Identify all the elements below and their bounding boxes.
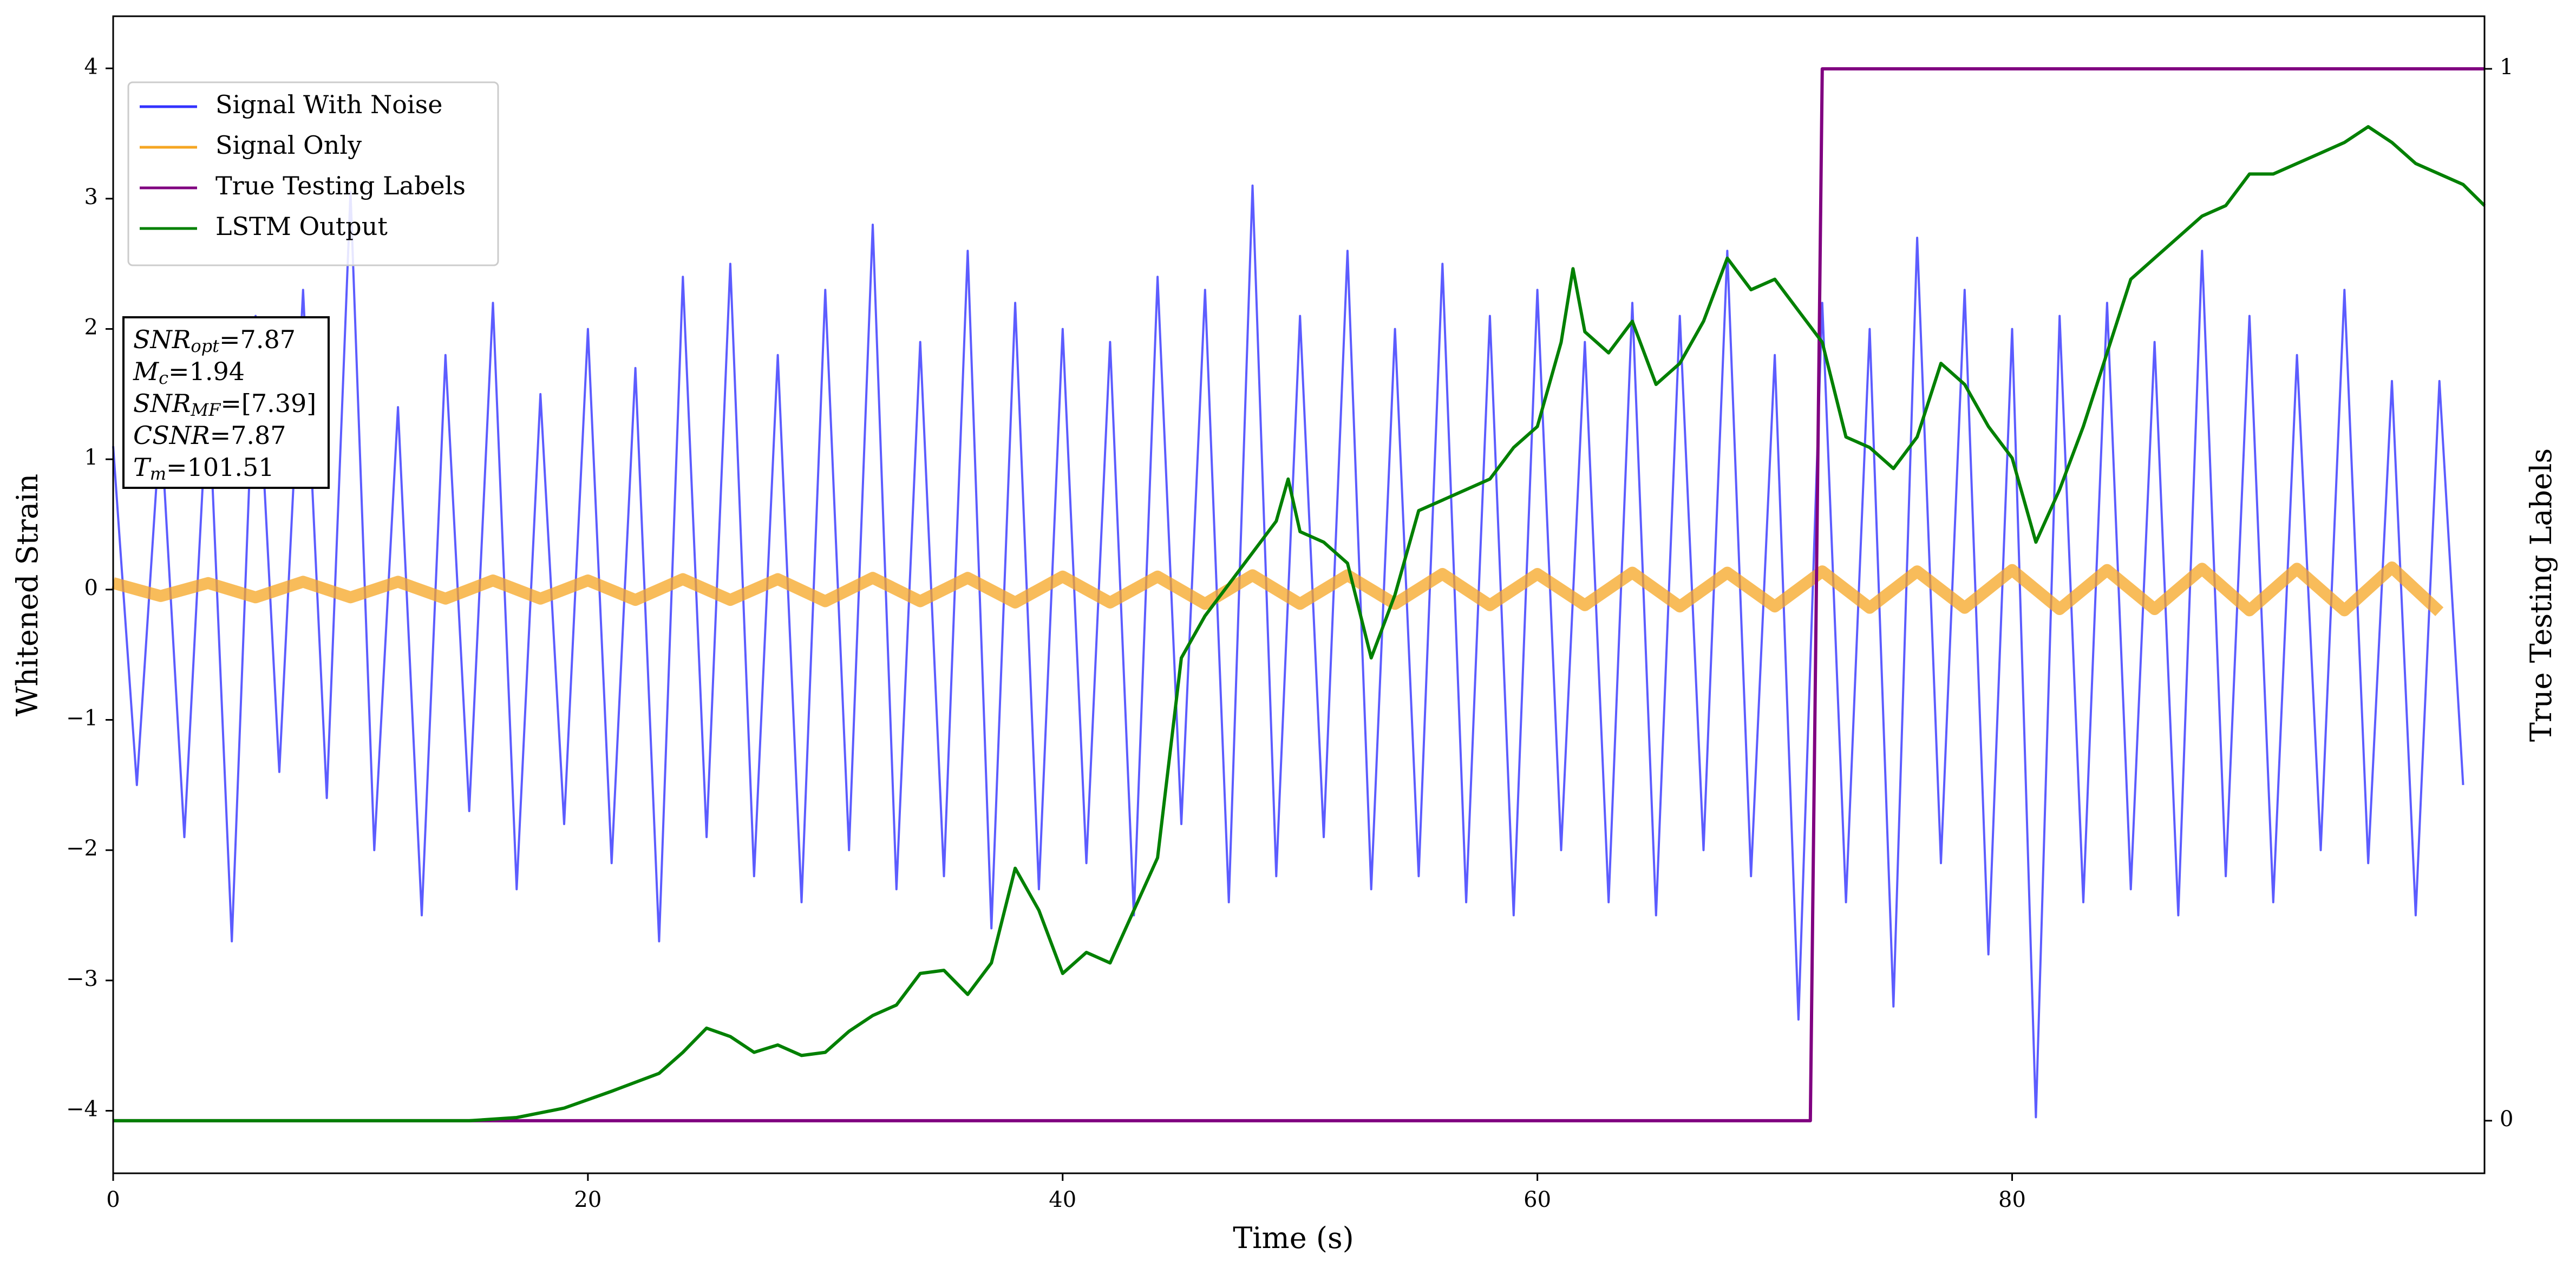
annotation-box (122, 316, 330, 489)
x-tick-label: 40 (1049, 1187, 1076, 1212)
annotation-subscript: c (159, 368, 168, 388)
annotation: SNRopt=7.87Mc=1.94SNRMF=[7.39]CSNR=7.87T… (122, 316, 330, 489)
annotation-value: =1.94 (168, 357, 245, 386)
annotation-text: SNRopt=7.87 (133, 325, 296, 356)
annotation-text: SNRMF=[7.39] (133, 389, 316, 420)
annotation-subscript: opt (191, 336, 219, 356)
x-tick-label: 60 (1524, 1187, 1551, 1212)
annotation-subscript: m (150, 463, 166, 484)
legend-label: Signal Only (215, 130, 362, 160)
data-line (113, 67, 2485, 1122)
y-axis-label: Whitened Strain (10, 474, 44, 716)
y2-tick-label: 1 (2500, 55, 2513, 80)
x-tick-label: 0 (106, 1187, 120, 1212)
y-tick-label: −2 (66, 836, 98, 861)
x-tick-label: 80 (1998, 1187, 2026, 1212)
x-tick-label: 20 (574, 1187, 601, 1212)
x-axis-label: Time (s) (1233, 1221, 1354, 1255)
y-tick-label: 2 (84, 315, 98, 340)
legend-label: True Testing Labels (215, 171, 466, 200)
plot-frame (112, 15, 2486, 1174)
y-tick-label: −3 (66, 966, 98, 991)
annotation-symbol: SNR (133, 325, 191, 354)
y-tick-label: −1 (66, 706, 98, 731)
annotation-text: Tm=101.51 (133, 453, 274, 484)
legend-box (127, 81, 499, 266)
y-tick-label: 1 (84, 445, 98, 470)
annotation-value: =7.87 (219, 325, 296, 354)
y2-tick-label: 0 (2500, 1107, 2513, 1132)
annotation-value: =101.51 (166, 453, 274, 482)
data-line (112, 184, 2464, 1119)
annotation-symbol: CSNR (133, 421, 210, 450)
annotation-text: Mc=1.94 (133, 357, 245, 388)
annotation-symbol: T (133, 453, 152, 482)
annotation-value: =7.87 (210, 421, 286, 450)
y-tick-label: 3 (84, 185, 98, 210)
y2-axis-label: True Testing Labels (2524, 448, 2558, 742)
annotation-text: CSNR=7.87 (133, 421, 286, 450)
data-line (112, 561, 2444, 617)
y-tick-label: 0 (84, 576, 98, 600)
legend: Signal With Noise Signal Only True Testing… (127, 81, 499, 266)
legend-label: LSTM Output (215, 212, 388, 241)
y-tick-label: 4 (84, 54, 98, 79)
data-line (113, 125, 2486, 1122)
annotation-value: =[7.39] (220, 389, 316, 418)
y-tick-label: −4 (66, 1096, 98, 1121)
annotation-symbol: M (133, 357, 160, 386)
legend-label: Signal With Noise (215, 90, 442, 119)
annotation-subscript: MF (190, 400, 221, 420)
annotation-symbol: SNR (133, 389, 191, 418)
